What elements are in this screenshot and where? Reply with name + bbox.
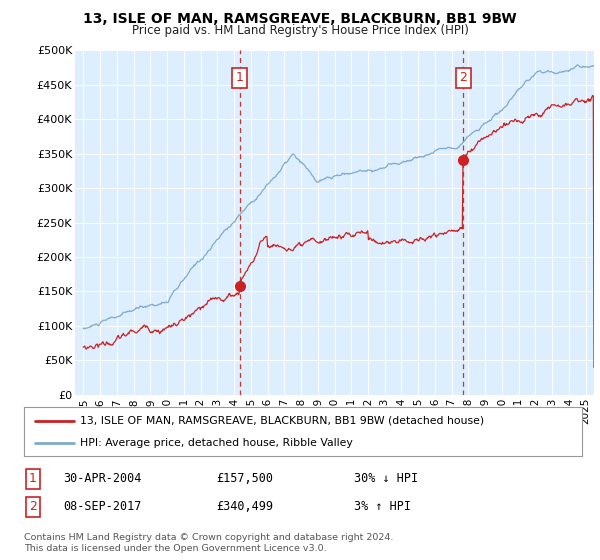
Text: 30% ↓ HPI: 30% ↓ HPI [354,472,418,486]
Text: 08-SEP-2017: 08-SEP-2017 [63,500,142,514]
Text: 2: 2 [460,72,467,85]
Text: 13, ISLE OF MAN, RAMSGREAVE, BLACKBURN, BB1 9BW (detached house): 13, ISLE OF MAN, RAMSGREAVE, BLACKBURN, … [80,416,484,426]
Text: 3% ↑ HPI: 3% ↑ HPI [354,500,411,514]
Text: 1: 1 [236,72,244,85]
Text: 1: 1 [29,472,37,486]
Text: Contains HM Land Registry data © Crown copyright and database right 2024.
This d: Contains HM Land Registry data © Crown c… [24,533,394,553]
Text: Price paid vs. HM Land Registry's House Price Index (HPI): Price paid vs. HM Land Registry's House … [131,24,469,36]
Text: £157,500: £157,500 [216,472,273,486]
Text: £340,499: £340,499 [216,500,273,514]
Text: HPI: Average price, detached house, Ribble Valley: HPI: Average price, detached house, Ribb… [80,437,353,447]
Text: 30-APR-2004: 30-APR-2004 [63,472,142,486]
Text: 2: 2 [29,500,37,514]
Text: 13, ISLE OF MAN, RAMSGREAVE, BLACKBURN, BB1 9BW: 13, ISLE OF MAN, RAMSGREAVE, BLACKBURN, … [83,12,517,26]
